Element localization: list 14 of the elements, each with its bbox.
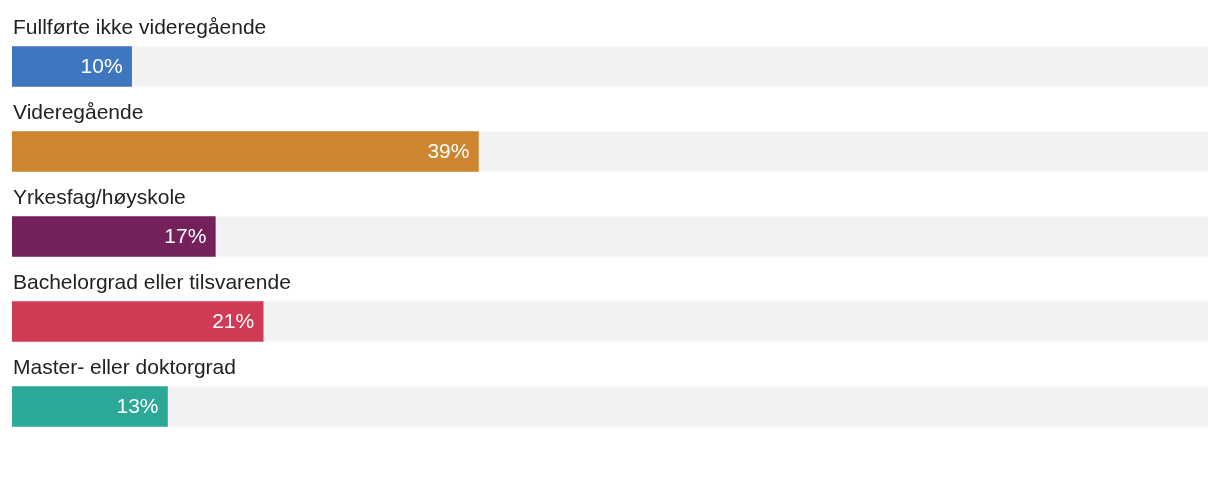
y-tick-label: Fullførte ikke videregående: [13, 14, 267, 38]
data-label: 21%: [212, 309, 255, 333]
bar: [12, 386, 168, 427]
data-label: 39%: [427, 139, 470, 163]
y-tick-label: Bachelorgrad eller tilsvarende: [13, 269, 291, 293]
bar: [12, 46, 132, 87]
y-tick-label: Videregående: [13, 99, 144, 123]
bar: [12, 216, 216, 257]
y-tick-label: Master- eller doktorgrad: [13, 354, 236, 378]
y-tick-label: Yrkesfag/høyskole: [13, 184, 186, 208]
data-label: 13%: [116, 394, 159, 418]
data-label: 10%: [80, 54, 123, 78]
data-label: 17%: [164, 224, 207, 248]
bar: [12, 301, 264, 342]
